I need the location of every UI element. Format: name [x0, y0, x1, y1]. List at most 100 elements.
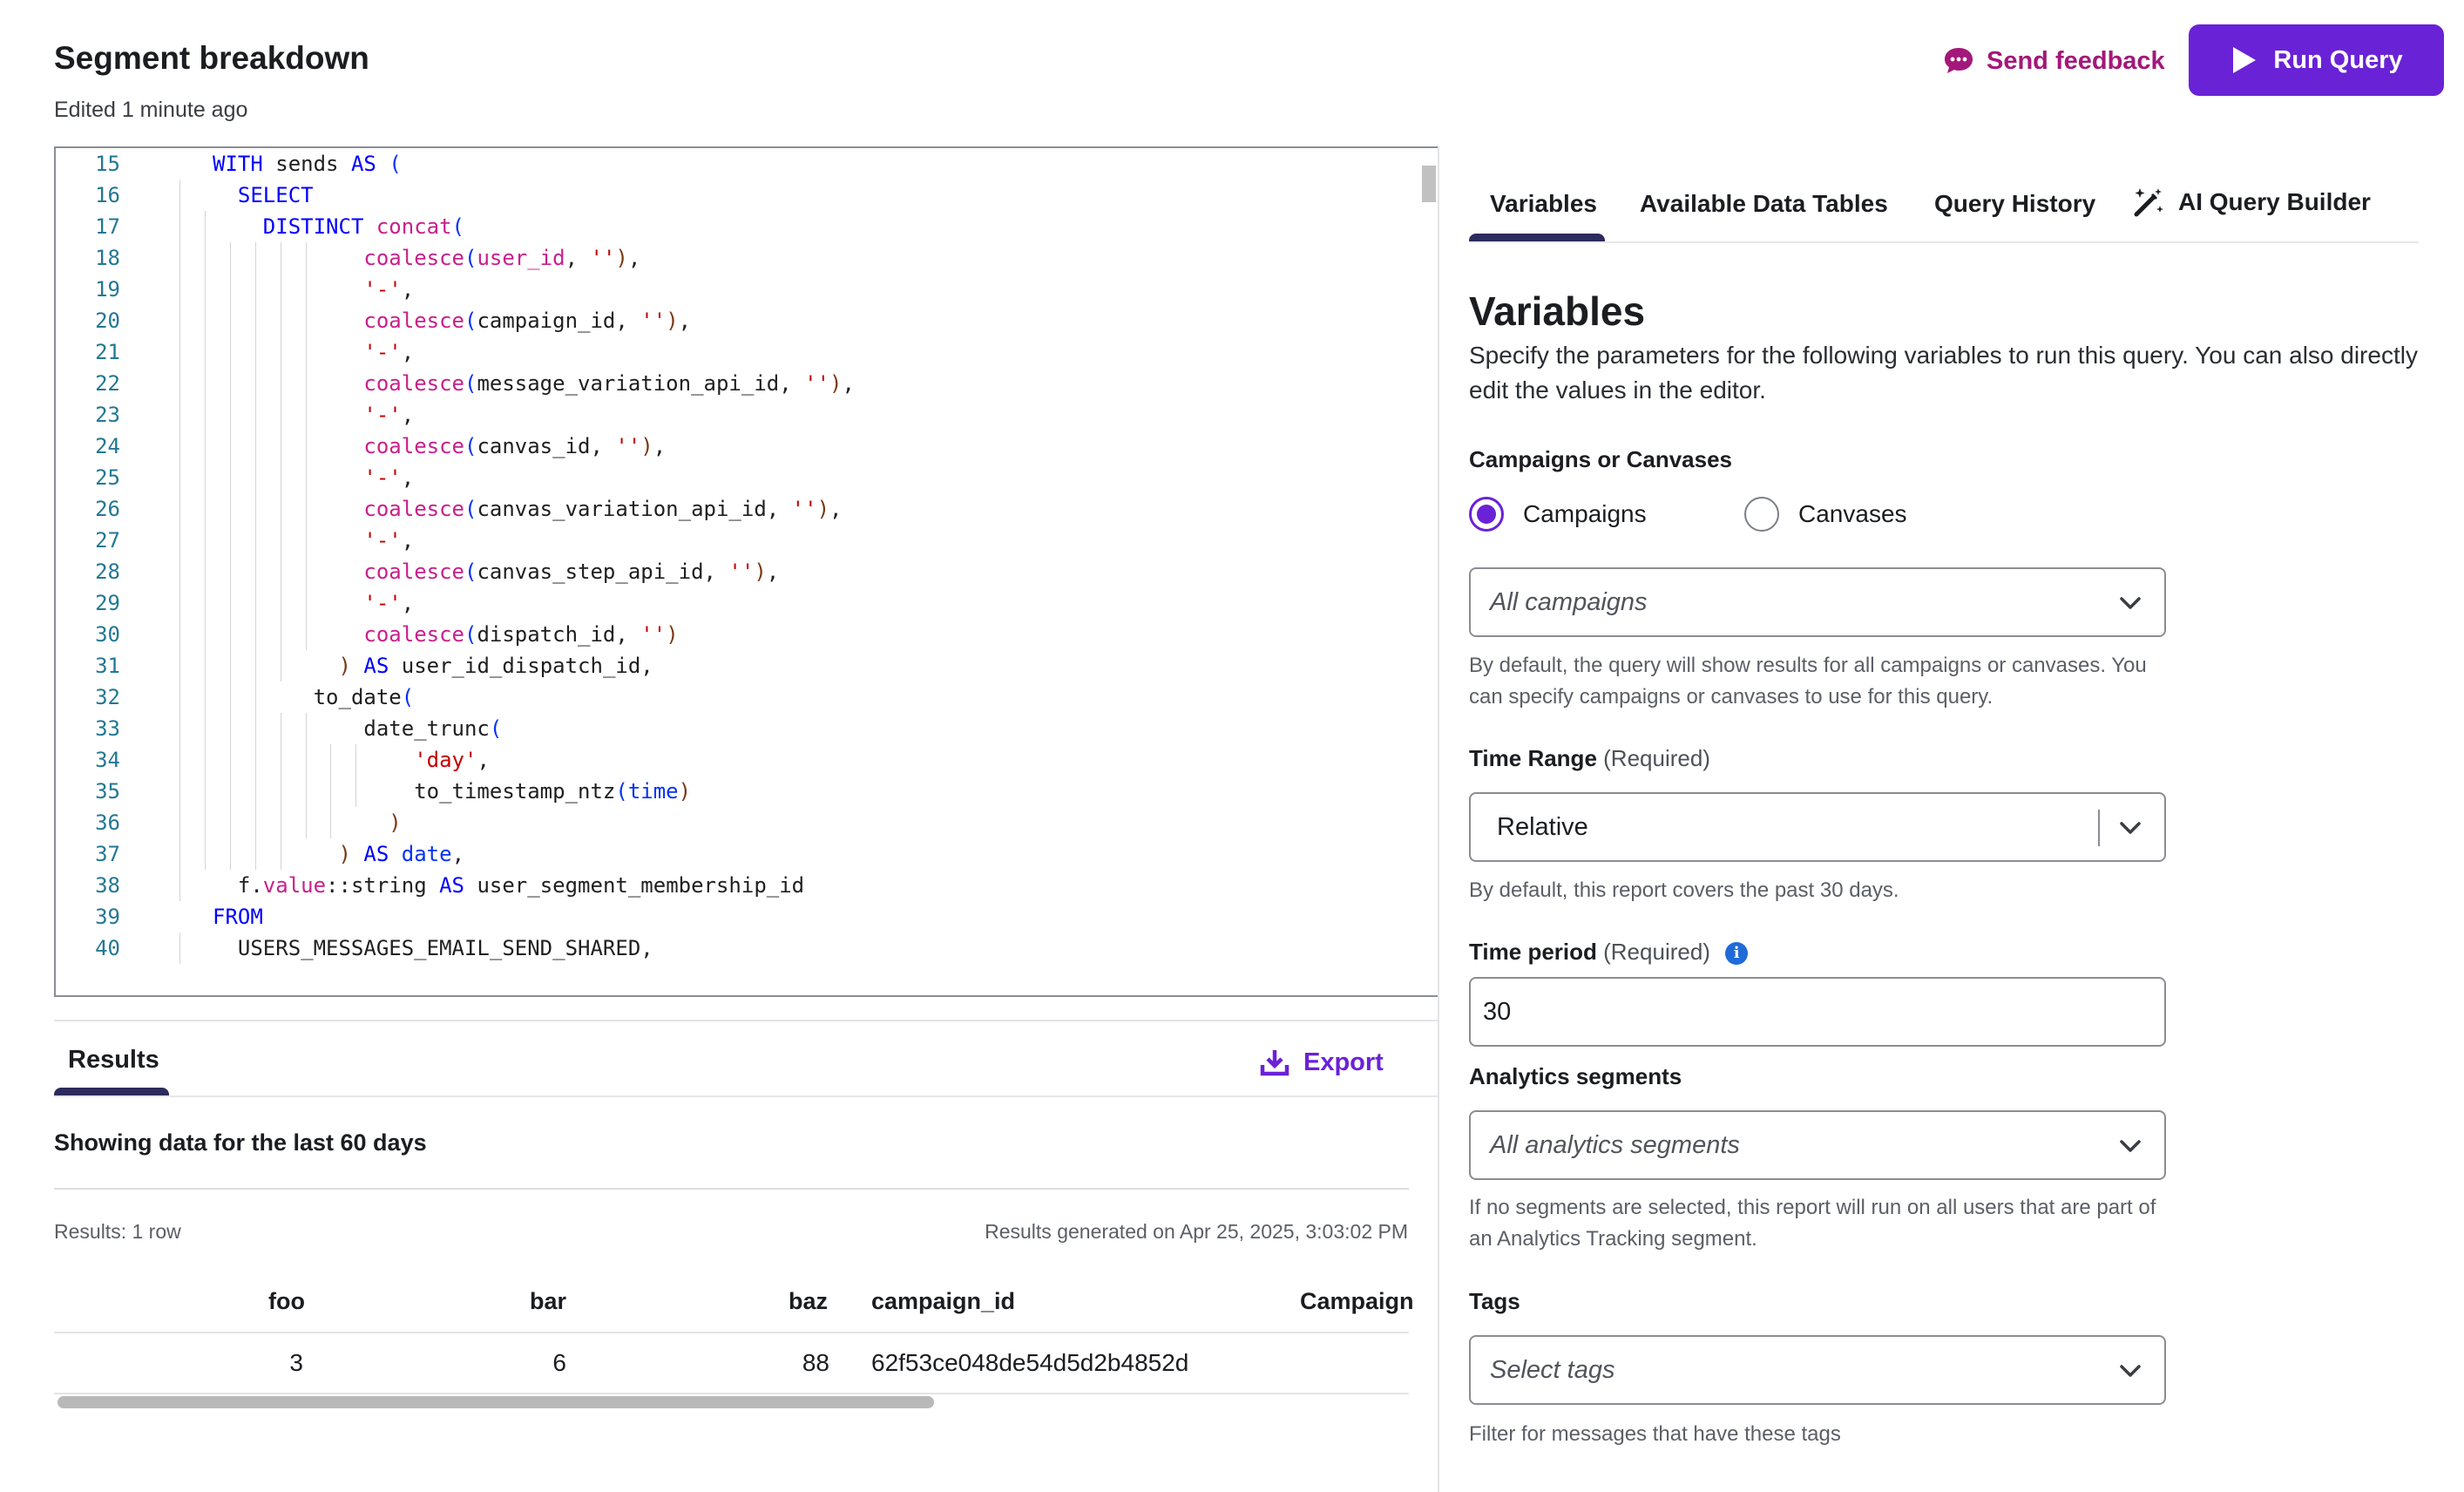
code-line[interactable]: 15 WITH sends AS ( — [56, 148, 1438, 180]
indent-guide — [179, 180, 180, 211]
code-line[interactable]: 16 SELECT — [56, 180, 1438, 211]
column-header-campaign-id[interactable]: campaign_id — [871, 1288, 1016, 1314]
line-number: 35 — [95, 779, 120, 804]
code-line[interactable]: 22 coalesce(message_variation_api_id, '')… — [56, 368, 1438, 399]
line-number: 21 — [95, 340, 120, 364]
export-button[interactable]: Export — [1260, 1048, 1384, 1077]
line-number: 25 — [95, 465, 120, 490]
indent-guide — [229, 242, 231, 274]
indent-guide — [305, 525, 307, 556]
analytics-segments-label: Analytics segments — [1469, 1063, 1682, 1089]
code-text: date_trunc( — [363, 716, 503, 741]
tags-select[interactable]: Select tags — [1469, 1335, 2166, 1405]
indent-guide — [204, 525, 206, 556]
column-header-bar[interactable]: bar — [529, 1288, 566, 1314]
column-header-foo[interactable]: foo — [268, 1288, 305, 1314]
time-range-label: Time Range (Required) — [1469, 745, 1710, 772]
info-icon[interactable]: i — [1725, 942, 1749, 966]
indent-guide — [229, 462, 231, 493]
radio-canvases-indicator[interactable] — [1744, 497, 1779, 532]
indent-guide — [254, 744, 256, 776]
code-line[interactable]: 32 to_date( — [56, 682, 1438, 713]
code-line[interactable]: 38 f.value::string AS user_segment_member… — [56, 870, 1438, 901]
radio-canvases[interactable]: Canvases — [1744, 497, 1907, 532]
run-query-button[interactable]: Run Query — [2189, 24, 2444, 96]
code-line[interactable]: 24 coalesce(canvas_id, ''), — [56, 431, 1438, 462]
results-generated-time: Results generated on Apr 25, 2025, 3:03:… — [985, 1220, 1408, 1243]
table-row-divider — [54, 1393, 1409, 1394]
code-line[interactable]: 17 DISTINCT concat( — [56, 211, 1438, 242]
editor-results-divider[interactable] — [54, 1020, 1439, 1021]
code-line[interactable]: 37) AS date, — [56, 838, 1438, 870]
tab-query-history[interactable]: Query History — [1934, 190, 2096, 217]
code-line[interactable]: 31) AS user_id_dispatch_id, — [56, 650, 1438, 682]
code-line[interactable]: 36) — [56, 807, 1438, 838]
code-text: ) — [389, 810, 402, 835]
indent-guide — [204, 274, 206, 305]
tab-results[interactable]: Results — [68, 1046, 159, 1074]
code-line[interactable]: 39 FROM — [56, 901, 1438, 932]
analytics-segments-select[interactable]: All analytics segments — [1469, 1110, 2166, 1180]
code-line[interactable]: 23 '-', — [56, 399, 1438, 431]
indent-guide — [330, 744, 332, 776]
indent-guide — [179, 493, 180, 525]
run-query-label: Run Query — [2273, 45, 2403, 74]
line-number: 31 — [95, 654, 120, 678]
radio-campaigns-indicator[interactable] — [1469, 497, 1504, 532]
tab-available-data-tables[interactable]: Available Data Tables — [1640, 190, 1888, 217]
indent-guide — [305, 305, 307, 336]
indent-guide — [179, 838, 180, 870]
sql-editor[interactable]: 15 WITH sends AS (16 SELECT 17 DISTINCT conc… — [54, 146, 1439, 997]
time-period-input[interactable]: 30 — [1469, 977, 2166, 1047]
line-number: 19 — [95, 277, 120, 302]
indent-guide — [254, 462, 256, 493]
code-line[interactable]: 29 '-', — [56, 587, 1438, 619]
indent-guide — [229, 650, 231, 682]
code-line[interactable]: 40 USERS_MESSAGES_EMAIL_SEND_SHARED, — [56, 932, 1438, 964]
panel-divider[interactable] — [1438, 146, 1439, 1492]
campaigns-select[interactable]: All campaigns — [1469, 567, 2166, 637]
indent-guide — [179, 431, 180, 462]
code-line[interactable]: 19 '-', — [56, 274, 1438, 305]
indent-guide — [355, 744, 357, 776]
code-line[interactable]: 20 coalesce(campaign_id, ''), — [56, 305, 1438, 336]
code-line[interactable]: 26 coalesce(canvas_variation_api_id, ''), — [56, 493, 1438, 525]
indent-guide — [254, 399, 256, 431]
indent-guide — [254, 619, 256, 650]
line-number: 32 — [95, 685, 120, 709]
code-line[interactable]: 27 '-', — [56, 525, 1438, 556]
time-period-label: Time period (Required) i — [1469, 939, 1749, 966]
edited-timestamp: Edited 1 minute ago — [54, 98, 248, 122]
indent-guide — [305, 744, 307, 776]
indent-guide — [229, 274, 231, 305]
line-number: 15 — [95, 152, 120, 176]
indent-guide — [229, 336, 231, 368]
code-line[interactable]: 28 coalesce(canvas_step_api_id, ''), — [56, 556, 1438, 587]
tabs-underline — [1469, 241, 2419, 243]
code-line[interactable]: 18 coalesce(user_id, ''), — [56, 242, 1438, 274]
radio-campaigns[interactable]: Campaigns — [1469, 497, 1647, 532]
editor-scrollbar[interactable] — [1422, 166, 1436, 202]
code-line[interactable]: 30 coalesce(dispatch_id, '') — [56, 619, 1438, 650]
column-header-campaign[interactable]: Campaign — [1300, 1288, 1414, 1314]
time-range-select[interactable]: Relative — [1469, 792, 2166, 862]
table-horizontal-scrollbar[interactable] — [58, 1396, 934, 1408]
code-line[interactable]: 25 '-', — [56, 462, 1438, 493]
code-line[interactable]: 21 '-', — [56, 336, 1438, 368]
chevron-down-icon — [2120, 1365, 2141, 1377]
code-text: '-', — [363, 403, 415, 427]
column-header-baz[interactable]: baz — [788, 1288, 828, 1314]
results-count: Results: 1 row — [54, 1220, 181, 1243]
code-text: to_date( — [313, 685, 415, 709]
indent-guide — [204, 713, 206, 744]
chat-bubble-icon — [1945, 48, 1973, 73]
code-line[interactable]: 34 'day', — [56, 744, 1438, 776]
indent-guide — [229, 619, 231, 650]
code-line[interactable]: 35 to_timestamp_ntz(time) — [56, 776, 1438, 807]
tab-ai-query-builder[interactable]: AI Query Builder — [2131, 185, 2371, 220]
send-feedback-button[interactable]: Send feedback — [1943, 42, 2165, 80]
tab-variables[interactable]: Variables — [1490, 190, 1597, 217]
indent-guide — [229, 431, 231, 462]
code-line[interactable]: 33 date_trunc( — [56, 713, 1438, 744]
line-number: 20 — [95, 309, 120, 333]
